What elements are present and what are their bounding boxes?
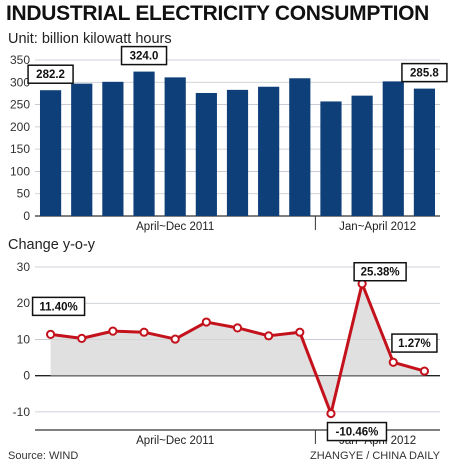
bar-y-tick-label: 300: [10, 75, 30, 89]
bar-data-label: 324.0: [130, 51, 159, 63]
bar-y-tick-label: 350: [10, 53, 30, 67]
bar-data-label-box: [401, 62, 448, 83]
bar-data-label-box: [120, 45, 168, 66]
line-period-label: April~Dec 2011: [136, 435, 214, 447]
bar-y-tick-label: 0: [23, 209, 30, 223]
bar-period-label: Jan~April 2012: [339, 221, 416, 233]
bar: [351, 95, 373, 216]
line-data-label: 25.38%: [361, 267, 400, 279]
line-y-tick-label: 0: [23, 369, 30, 383]
line-point: [232, 323, 243, 333]
bar: [102, 81, 124, 216]
line-point: [170, 334, 180, 344]
line-data-label-box: [326, 421, 388, 442]
line-data-label-box: [353, 261, 407, 282]
bar-y-tick-label: 200: [10, 120, 30, 134]
line-data-label-box: [391, 333, 438, 353]
line-point: [77, 333, 87, 343]
bar-y-tick-label: 50: [17, 187, 31, 201]
bar-data-label-box: [27, 64, 74, 84]
bar: [413, 88, 436, 216]
line-point: [108, 326, 118, 336]
bar-y-tick-label: 150: [10, 142, 30, 156]
bar: [258, 86, 280, 216]
line-point: [388, 357, 398, 367]
bar-period-label: April~Dec 2011: [136, 221, 214, 233]
bar: [71, 83, 93, 216]
bar: [164, 77, 186, 216]
line-y-tick-label: 20: [17, 296, 31, 310]
line-data-label: 11.40%: [39, 301, 77, 313]
bar: [320, 101, 342, 216]
credit-note: ZHANGYE / CHINA DAILY: [310, 450, 440, 462]
line-area-fill: [50, 283, 425, 414]
source-note: Source: WIND: [8, 450, 79, 462]
bar: [133, 71, 155, 217]
bar: [226, 89, 249, 216]
bar-y-tick-label: 250: [10, 98, 30, 112]
bar: [289, 78, 311, 216]
bar: [195, 92, 217, 216]
line-data-label-box: [31, 296, 86, 317]
line-point: [419, 366, 430, 376]
line-point: [45, 329, 56, 339]
chart-title: INDUSTRIAL ELECTRICITY CONSUMPTION: [6, 2, 430, 25]
line-point: [264, 331, 274, 341]
line-point: [326, 408, 336, 419]
line-point: [201, 317, 211, 327]
line-point: [139, 327, 149, 337]
line-data-label: 1.27%: [398, 338, 431, 350]
line-chart-title: Change y-o-y: [8, 237, 96, 253]
line-y-tick-label: 10: [17, 332, 31, 346]
line-data-label: -10.46%: [336, 427, 379, 439]
bar-data-label: 282.2: [36, 69, 65, 81]
line-y-tick-label: 30: [17, 260, 31, 274]
bar: [382, 81, 404, 216]
bar-y-tick-label: 100: [10, 164, 30, 178]
line-y-tick-label: -10: [13, 405, 31, 419]
bar-data-label: 285.8: [410, 68, 439, 80]
bar: [39, 90, 62, 216]
bar-chart-unit: Unit: billion kilowatt hours: [8, 31, 172, 47]
line-point: [295, 327, 305, 337]
